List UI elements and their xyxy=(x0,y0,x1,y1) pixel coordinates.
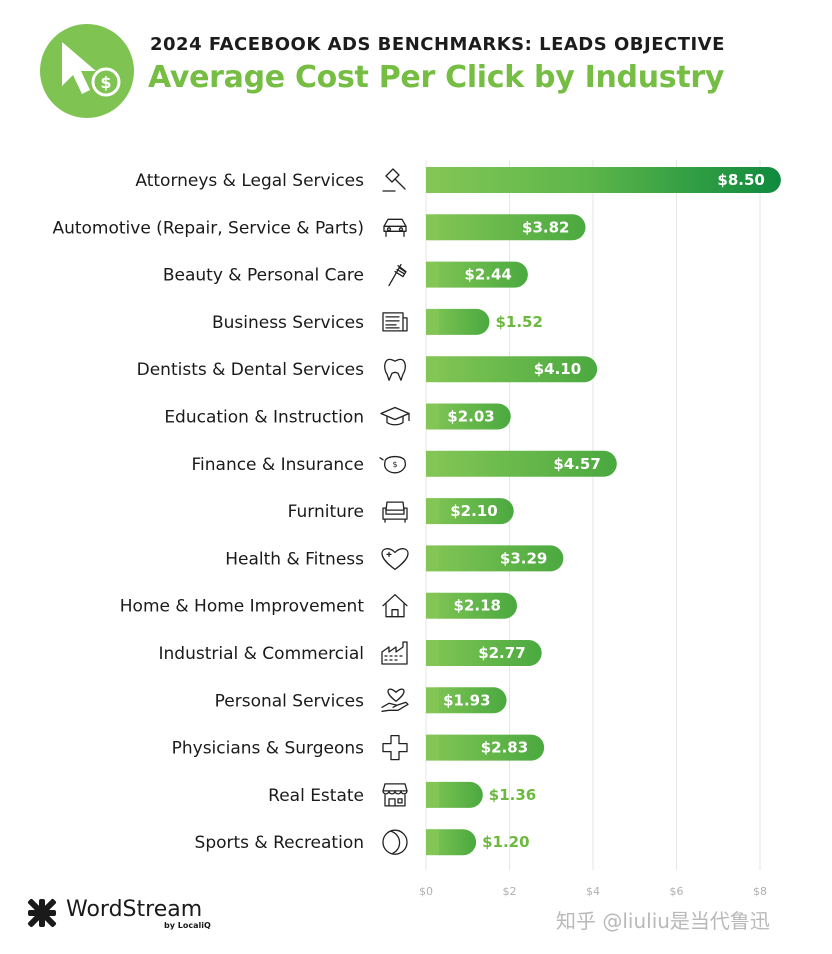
piggy-bank-icon: $ xyxy=(379,455,407,474)
bar-base xyxy=(426,829,439,856)
category-label: Sports & Recreation xyxy=(195,833,364,853)
bar-base xyxy=(426,734,439,761)
bar xyxy=(426,498,514,525)
bar xyxy=(426,687,507,714)
factory-icon xyxy=(381,641,408,665)
bar-base xyxy=(426,545,439,572)
header-badge: $ xyxy=(40,24,134,118)
bar-base xyxy=(426,261,439,288)
bar-value-label: $3.82 xyxy=(522,218,569,236)
chart-subtitle: 2024 FACEBOOK ADS BENCHMARKS: LEADS OBJE… xyxy=(150,34,725,55)
bar-base xyxy=(426,781,439,808)
bar-value-label: $4.57 xyxy=(553,455,600,473)
category-label: Health & Fitness xyxy=(225,549,364,569)
category-label: Business Services xyxy=(212,313,364,333)
category-label: Finance & Insurance xyxy=(191,455,364,475)
bar xyxy=(426,592,518,619)
svg-text:$: $ xyxy=(100,73,111,92)
x-tick-label: $4 xyxy=(586,885,600,898)
graduation-cap-icon xyxy=(380,406,410,426)
category-label: Physicians & Surgeons xyxy=(172,739,365,759)
bar-value-label: $1.93 xyxy=(443,691,490,709)
category-labels: Attorneys & Legal Services Automotive (Re… xyxy=(52,171,364,853)
tooth-icon xyxy=(384,358,406,381)
bar xyxy=(426,308,490,335)
bars: $8.50 $3.82 $2.44 $1.52 $4.10 $2.03 $4.57 $2.10… xyxy=(426,167,781,856)
category-label: Furniture xyxy=(288,502,364,522)
heart-hand-icon xyxy=(381,688,409,712)
bar xyxy=(426,640,542,666)
bar xyxy=(426,545,564,572)
bar xyxy=(426,214,586,241)
x-tick-label: $2 xyxy=(503,885,517,898)
bar xyxy=(426,450,617,477)
category-label: Dentists & Dental Services xyxy=(137,360,365,380)
bar-value-label: $2.44 xyxy=(464,266,511,284)
ball-icon xyxy=(382,829,408,855)
bar-value-label: $2.83 xyxy=(481,739,528,757)
bar-base xyxy=(426,592,439,619)
chart-title: Average Cost Per Click by Industry xyxy=(148,60,725,95)
bar-base xyxy=(426,403,439,430)
bar-base xyxy=(426,498,439,525)
bar-value-label: $2.77 xyxy=(478,644,525,662)
gavel-icon xyxy=(382,168,406,192)
watermark: 知乎 @liuliu是当代鲁迅 xyxy=(556,909,770,933)
wordstream-logo-icon xyxy=(27,898,57,928)
bar-base xyxy=(426,687,439,714)
bar-base xyxy=(426,308,439,335)
armchair-icon xyxy=(382,501,408,523)
bar-value-label: $1.52 xyxy=(495,313,542,331)
svg-text:$: $ xyxy=(392,460,397,469)
bar-base xyxy=(426,356,439,383)
bar xyxy=(426,167,781,193)
bar-value-label: $1.20 xyxy=(482,833,529,851)
house-icon xyxy=(382,594,408,618)
bar-base xyxy=(426,450,439,477)
category-label: Attorneys & Legal Services xyxy=(135,171,364,191)
newspaper-icon xyxy=(382,312,408,332)
bar-base xyxy=(426,167,439,193)
bar-base xyxy=(426,214,439,241)
category-label: Personal Services xyxy=(215,691,364,711)
bar xyxy=(426,403,511,430)
brand-by: by LocaliQ xyxy=(164,921,211,930)
category-icons: $ xyxy=(379,168,410,855)
category-label: Automotive (Repair, Service & Parts) xyxy=(52,218,364,238)
medical-cross-icon xyxy=(382,734,408,761)
bar xyxy=(426,261,528,288)
category-label: Beauty & Personal Care xyxy=(163,266,364,286)
category-label: Real Estate xyxy=(268,786,364,806)
bar-value-label: $3.29 xyxy=(500,549,547,567)
storefront-icon xyxy=(382,783,408,807)
bar-value-label: $1.36 xyxy=(489,786,536,804)
brand-name: WordStream xyxy=(66,897,203,922)
bar xyxy=(426,781,483,808)
bar-value-label: $8.50 xyxy=(717,171,764,189)
category-label: Education & Instruction xyxy=(164,408,364,428)
bar-value-label: $4.10 xyxy=(534,360,581,378)
x-tick-label: $6 xyxy=(670,885,684,898)
category-label: Home & Home Improvement xyxy=(120,597,365,617)
bar-value-label: $2.10 xyxy=(450,502,497,520)
comb-icon xyxy=(388,263,407,287)
car-icon xyxy=(383,218,407,237)
x-axis-ticks: $0 $2 $4 $6 $8 xyxy=(419,885,767,898)
bar xyxy=(426,734,545,761)
bar-base xyxy=(426,640,439,666)
category-label: Industrial & Commercial xyxy=(159,644,364,664)
bar xyxy=(426,356,598,383)
bar-value-label: $2.03 xyxy=(447,408,494,426)
x-tick-label: $8 xyxy=(753,885,767,898)
heart-icon xyxy=(381,548,409,571)
x-tick-label: $0 xyxy=(419,885,433,898)
bar-value-label: $2.18 xyxy=(454,597,501,615)
cursor-dollar-icon: $ xyxy=(62,42,121,97)
